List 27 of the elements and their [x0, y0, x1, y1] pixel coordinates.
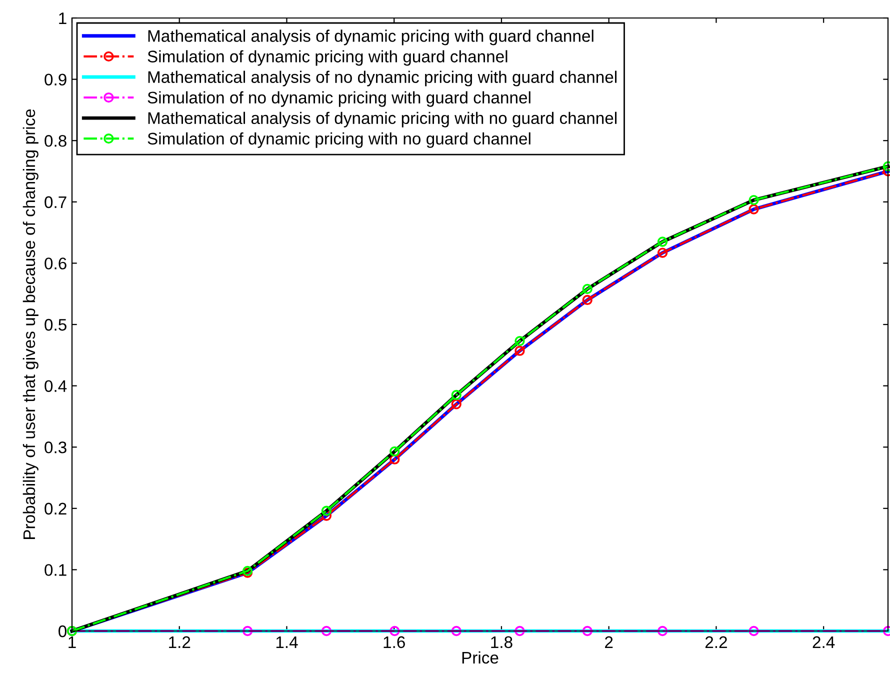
y-tick-label: 0 [58, 625, 66, 638]
x-axis-title: Price [462, 651, 498, 664]
x-tick-label: 1.6 [384, 636, 405, 648]
x-tick-label: 1.2 [169, 636, 190, 648]
y-tick-label: 0.5 [44, 318, 66, 331]
legend-label: Simulation of no dynamic pricing with guard channel [148, 91, 530, 107]
legend-label: Mathematical analysis of dynamic pricing with no guard channel [148, 112, 616, 128]
y-tick-label: 0.4 [44, 380, 67, 392]
y-tick-label: 0.1 [44, 564, 66, 576]
y-tick-label: 0.7 [44, 196, 66, 208]
legend-label: Mathematical analysis of no dynamic pricing with guard channel [148, 70, 616, 86]
x-tick-label: 1 [68, 636, 76, 648]
y-tick-label: 0.2 [44, 502, 66, 515]
x-tick-label: 2 [605, 636, 613, 648]
legend-label: Mathematical analysis of dynamic pricing with guard channel [148, 30, 594, 46]
y-tick-label: 0.3 [44, 442, 66, 454]
x-tick-label: 1.4 [276, 636, 298, 648]
y-axis-title: Probability of user that gives up because of changing price [22, 109, 38, 539]
legend-label: Simulation of dynamic pricing with guard channel [148, 50, 508, 66]
x-tick-label: 1.8 [491, 636, 512, 648]
y-tick-label: 1 [59, 12, 66, 24]
y-tick-label: 0.8 [44, 135, 66, 147]
x-tick-label: 2.4 [812, 636, 835, 648]
legend-label: Simulation of dynamic pricing with no guard channel [148, 132, 530, 148]
x-tick-label: 2.2 [705, 636, 727, 648]
y-tick-label: 0.6 [44, 258, 66, 270]
y-tick-label: 0.9 [44, 74, 66, 86]
